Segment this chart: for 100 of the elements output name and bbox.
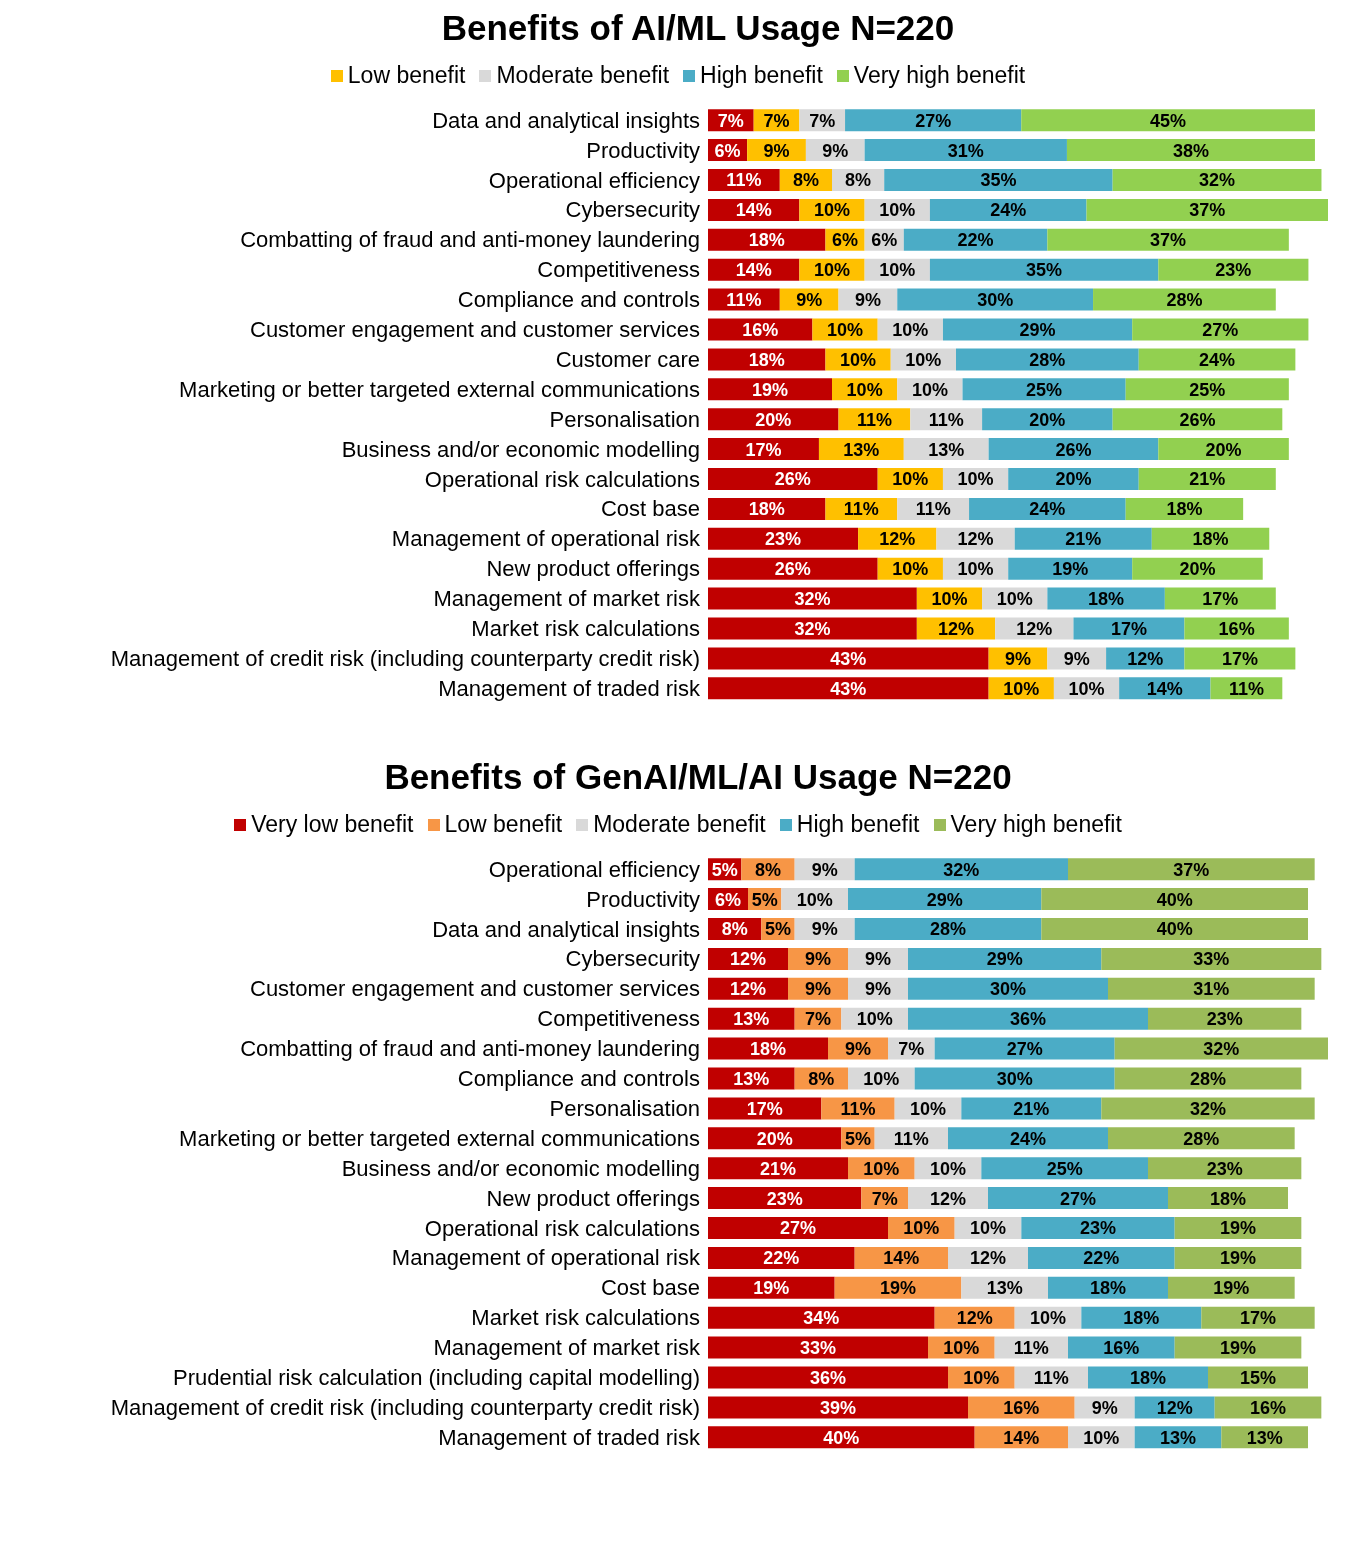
bar	[1008, 467, 1139, 490]
y-tick-label: Management of market risk	[433, 1335, 701, 1361]
data-label: 7%	[763, 110, 790, 131]
legend-label: Very high benefit	[853, 62, 1026, 89]
data-label: 17%	[1221, 648, 1258, 669]
data-label: 7%	[717, 110, 744, 131]
bar	[1158, 438, 1289, 461]
data-label: 20%	[755, 409, 792, 430]
data-label: 11%	[840, 1098, 876, 1119]
data-label: 19%	[1213, 1278, 1250, 1299]
data-label: 21%	[1013, 1098, 1050, 1119]
bar	[1112, 408, 1283, 431]
data-label: 30%	[977, 290, 1014, 311]
data-label: 10%	[996, 589, 1033, 610]
data-label: 10%	[1003, 678, 1040, 699]
data-label: 5%	[711, 859, 738, 880]
chart-title: Benefits of AI/ML Usage N=220	[440, 8, 956, 48]
data-label: 5%	[844, 1128, 872, 1149]
data-label: 18%	[1123, 1308, 1160, 1329]
y-tick-label: Management of credit risk (including counterparty credit risk)	[110, 645, 700, 671]
chart-title: Benefits of GenAI/ML/AI Usage N=220	[383, 757, 1013, 797]
data-label: 10%	[892, 559, 929, 580]
data-label: 18%	[1089, 1278, 1127, 1299]
data-label: 22%	[1083, 1248, 1120, 1269]
bar	[1148, 1157, 1302, 1180]
data-label: 10%	[1029, 1308, 1067, 1329]
data-label: 39%	[819, 1397, 857, 1418]
data-label: 6%	[714, 140, 741, 161]
bar	[708, 617, 917, 640]
data-label: 16%	[1003, 1397, 1040, 1418]
data-label: 32%	[794, 589, 831, 610]
data-label: 25%	[1046, 1158, 1083, 1179]
data-label: 24%	[1199, 349, 1236, 370]
data-label: 10%	[929, 1158, 967, 1179]
data-label: 10%	[931, 589, 968, 610]
data-label: 20%	[1179, 559, 1216, 580]
bar	[708, 1426, 975, 1449]
data-label: 8%	[808, 1068, 835, 1089]
y-tick-label: Marketing or better targeted external communications	[179, 376, 700, 402]
bar	[708, 557, 878, 580]
data-label: 40%	[1156, 889, 1193, 910]
data-label: 19%	[753, 1278, 790, 1299]
data-label: 8%	[792, 170, 819, 191]
y-tick-label: Cost base	[600, 496, 700, 522]
data-label: 12%	[1127, 648, 1164, 669]
data-label: 27%	[915, 110, 952, 131]
data-label: 32%	[1199, 170, 1236, 191]
bar	[708, 1246, 855, 1269]
data-label: 17%	[745, 439, 782, 460]
data-label: 28%	[1166, 290, 1203, 311]
data-label: 24%	[990, 200, 1027, 221]
bar	[708, 587, 917, 610]
bar	[962, 378, 1126, 401]
bar	[969, 497, 1126, 520]
data-label: 13%	[1159, 1427, 1197, 1448]
bar	[1021, 109, 1315, 132]
data-label: 10%	[903, 1218, 940, 1239]
data-label: 12%	[957, 529, 994, 550]
data-label: 11%	[843, 499, 879, 520]
bar	[848, 888, 1042, 911]
y-tick-label: Prudential risk calculation (including capital modelling)	[172, 1365, 700, 1391]
data-label: 10%	[911, 379, 948, 400]
bar	[897, 288, 1094, 311]
data-label: 5%	[751, 889, 778, 910]
data-label: 9%	[1091, 1397, 1118, 1418]
data-label: 31%	[947, 140, 984, 161]
y-tick-label: Compliance and controls	[457, 1066, 700, 1092]
bar	[708, 1157, 848, 1180]
y-tick-label: Management of operational risk	[391, 1245, 701, 1271]
data-label: 16%	[1249, 1397, 1287, 1418]
data-label: 27%	[1059, 1188, 1097, 1209]
bar	[914, 1067, 1115, 1090]
bar	[708, 1366, 948, 1389]
data-label: 10%	[892, 469, 929, 490]
data-label: 13%	[843, 439, 880, 460]
data-label: 12%	[1016, 618, 1053, 639]
y-tick-label: Productivity	[586, 886, 700, 912]
data-label: 9%	[763, 140, 790, 161]
data-label: 18%	[1209, 1188, 1247, 1209]
data-label: 7%	[809, 110, 836, 131]
data-label: 10%	[856, 1009, 893, 1030]
legend-label: Moderate benefit	[593, 811, 766, 838]
y-tick-label: Personalisation	[549, 406, 700, 432]
data-label: 28%	[1029, 349, 1066, 370]
data-label: 12%	[729, 979, 767, 1000]
data-label: 25%	[1026, 379, 1063, 400]
data-label: 12%	[929, 1188, 967, 1209]
bar	[1112, 168, 1322, 191]
data-label: 11%	[893, 1128, 929, 1149]
bar	[1101, 947, 1322, 970]
data-label: 29%	[1019, 319, 1056, 340]
bar	[948, 1127, 1108, 1150]
data-label: 14%	[735, 260, 772, 281]
y-tick-label: Cybersecurity	[565, 197, 700, 223]
y-tick-label: Data and analytical insights	[432, 107, 700, 133]
legend-label: Low benefit	[444, 811, 563, 838]
data-label: 10%	[963, 1367, 1000, 1388]
data-label: 12%	[1156, 1397, 1193, 1418]
bar	[1108, 1127, 1295, 1150]
bar	[708, 1336, 928, 1359]
